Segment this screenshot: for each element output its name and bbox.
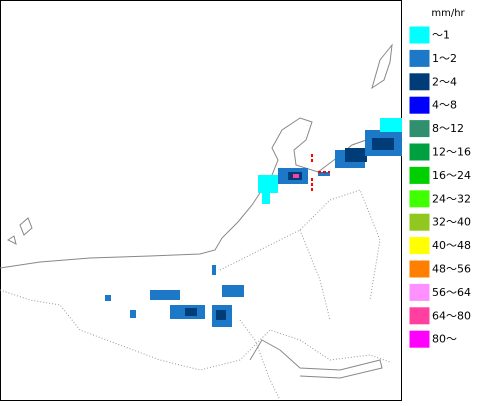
legend-swatch xyxy=(408,165,431,185)
legend-label: 32～40 xyxy=(432,216,471,229)
legend-swatch xyxy=(408,282,431,302)
legend-label: 16～24 xyxy=(432,169,471,182)
legend-swatch xyxy=(408,329,431,349)
boundary xyxy=(0,289,391,401)
legend-label: 1～2 xyxy=(432,52,457,65)
legend-label: ～1 xyxy=(432,29,450,42)
boundary xyxy=(219,189,381,321)
legend-label: 12～16 xyxy=(432,146,471,159)
coastline xyxy=(249,339,383,379)
legend-label: 64～80 xyxy=(432,309,471,322)
rain-echo xyxy=(105,118,402,327)
map-frame xyxy=(0,0,402,401)
legend-swatch xyxy=(408,306,431,326)
coastline xyxy=(0,117,403,269)
legend-swatch xyxy=(408,236,431,256)
legend-swatch xyxy=(408,95,431,115)
map xyxy=(0,0,403,401)
legend: mm/hr ～1 1～2 2～4 4～8 8～12 12～16 16～24 24～32 32～4… xyxy=(408,8,471,349)
island xyxy=(7,217,33,245)
marker xyxy=(311,154,330,192)
legend-title: mm/hr xyxy=(431,8,465,19)
legend-swatch xyxy=(408,72,431,92)
legend-swatch xyxy=(408,48,431,68)
legend-swatch xyxy=(408,212,431,232)
legend-swatch xyxy=(408,142,431,162)
legend-label: 40～48 xyxy=(432,239,471,252)
legend-label: 56～64 xyxy=(432,286,471,299)
legend-swatch xyxy=(408,119,431,139)
legend-swatch xyxy=(408,189,431,209)
legend-label: 2～4 xyxy=(432,75,457,88)
island xyxy=(371,43,393,90)
legend-swatch xyxy=(408,25,431,45)
legend-label: 80～ xyxy=(432,333,457,346)
legend-label: 8～12 xyxy=(432,122,464,135)
legend-label: 24～32 xyxy=(432,192,471,205)
legend-label: 4～8 xyxy=(432,99,457,112)
legend-label: 48～56 xyxy=(432,263,471,276)
legend-swatch xyxy=(408,259,431,279)
